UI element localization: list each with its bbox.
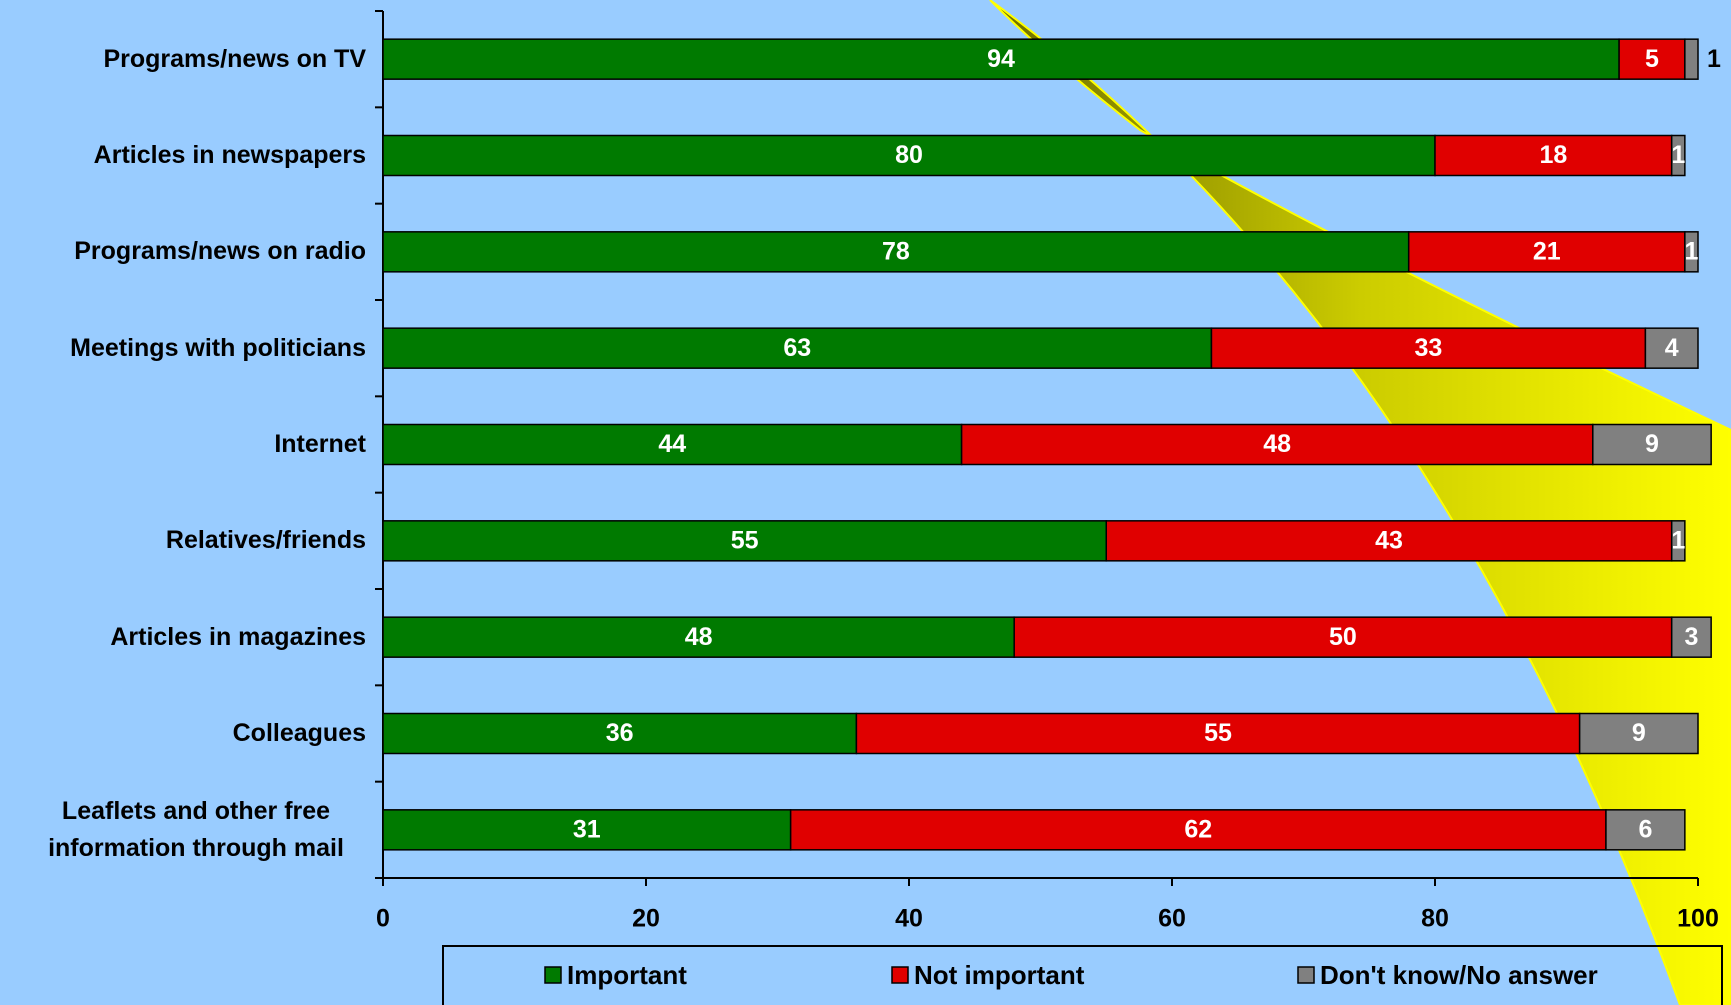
category-label: Relatives/friends <box>165 526 366 555</box>
data-label: 1 <box>1671 141 1685 169</box>
data-label: 18 <box>1539 141 1567 169</box>
bar-segment <box>1684 38 1699 80</box>
bar-segment <box>1618 38 1686 80</box>
data-label: 55 <box>1204 719 1232 747</box>
bar-segment <box>960 423 1594 466</box>
bar-segment <box>1407 231 1686 273</box>
bar-segment <box>382 423 963 466</box>
category-label: Leaflets and other free information thro… <box>48 796 344 862</box>
data-label: 1 <box>1707 45 1721 73</box>
x-tick-label: 0 <box>376 905 390 933</box>
category-label-box: Articles in magazines <box>0 592 366 682</box>
decor-swoosh <box>989 0 1731 1005</box>
category-label-box: Meetings with politicians <box>0 303 366 393</box>
data-label: 78 <box>882 237 910 265</box>
data-label: 3 <box>1684 623 1698 651</box>
x-tick-label: 100 <box>1677 905 1719 933</box>
bar-segment <box>1670 520 1686 562</box>
category-label-box: Programs/news on TV <box>0 14 366 104</box>
bar-segment <box>1670 134 1686 177</box>
data-label: 48 <box>685 623 713 651</box>
x-tick-label: 60 <box>1158 905 1186 933</box>
bar-segment <box>855 712 1581 755</box>
bar-segment <box>1684 231 1699 273</box>
x-tick-label: 40 <box>895 905 923 933</box>
data-label: 43 <box>1375 526 1403 554</box>
category-label: Articles in newspapers <box>93 141 366 169</box>
legend-label: Not important <box>914 960 1085 990</box>
legend-swatch <box>891 966 909 984</box>
data-label: 1 <box>1671 526 1685 554</box>
data-label: 1 <box>1684 237 1698 265</box>
bar-segment <box>382 520 1107 562</box>
legend-box <box>442 945 1723 1005</box>
legend-swatch <box>544 966 562 984</box>
category-label-box: Colleagues <box>0 689 366 779</box>
bar-segment <box>1670 616 1712 658</box>
x-tick-label: 80 <box>1421 905 1449 933</box>
category-label: Meetings with politicians <box>70 333 366 362</box>
data-label: 80 <box>895 141 923 169</box>
bar-segment <box>382 327 1213 369</box>
bar-segment <box>789 809 1607 851</box>
category-label-box: Leaflets and other free information thro… <box>0 785 366 875</box>
category-label: Articles in magazines <box>110 622 366 651</box>
data-label: 55 <box>731 526 759 554</box>
bar-segment <box>1210 327 1647 369</box>
bar-segment <box>1644 327 1699 369</box>
data-label: 4 <box>1665 334 1679 362</box>
bar-segment <box>1434 134 1673 177</box>
data-label: 62 <box>1184 815 1212 843</box>
data-label: 36 <box>606 719 634 747</box>
bar-segment <box>382 134 1436 177</box>
category-label: Internet <box>274 430 366 458</box>
data-label: 33 <box>1415 334 1443 362</box>
data-label: 9 <box>1645 430 1659 458</box>
bar-segment <box>382 231 1410 273</box>
data-label: 48 <box>1263 430 1291 458</box>
data-label: 44 <box>658 430 686 458</box>
category-label-box: Programs/news on radio <box>0 207 366 297</box>
category-label: Programs/news on radio <box>74 237 366 266</box>
data-label: 31 <box>573 815 601 843</box>
category-label-box: Articles in newspapers <box>0 111 366 201</box>
data-label: 9 <box>1632 719 1646 747</box>
legend-swatch <box>1297 966 1315 984</box>
data-label: 63 <box>783 334 811 362</box>
x-tick-label: 20 <box>632 905 660 933</box>
data-label: 50 <box>1329 623 1357 651</box>
legend-label: Important <box>567 960 687 990</box>
bar-segment <box>382 712 858 755</box>
category-label-box: Relatives/friends <box>0 496 366 586</box>
bar-segment <box>1013 616 1673 658</box>
bar-segment <box>1605 809 1686 851</box>
data-label: 21 <box>1533 237 1561 265</box>
data-label: 94 <box>987 45 1015 73</box>
category-label: Programs/news on TV <box>103 44 366 73</box>
bar-segment <box>1578 712 1699 755</box>
bar-segment <box>1592 423 1712 466</box>
legend-label: Don't know/No answer <box>1320 960 1598 990</box>
data-label: 5 <box>1645 45 1659 73</box>
category-label: Colleagues <box>232 719 366 747</box>
category-label-box: Internet <box>0 400 366 490</box>
data-label: 6 <box>1638 815 1652 843</box>
